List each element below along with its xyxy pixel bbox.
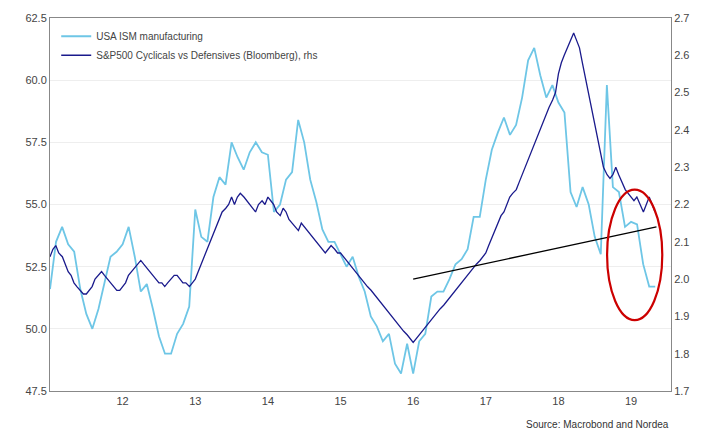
svg-text:2.0: 2.0 (674, 273, 689, 285)
svg-text:19: 19 (625, 395, 637, 407)
svg-text:52.5: 52.5 (25, 261, 46, 273)
svg-text:47.5: 47.5 (25, 385, 46, 397)
svg-text:2.1: 2.1 (674, 236, 689, 248)
svg-text:14: 14 (262, 395, 274, 407)
svg-text:15: 15 (334, 395, 346, 407)
svg-text:13: 13 (189, 395, 201, 407)
svg-text:Source: Macrobond and Nordea: Source: Macrobond and Nordea (526, 419, 669, 430)
svg-text:2.3: 2.3 (674, 161, 689, 173)
svg-text:2.7: 2.7 (674, 12, 689, 24)
svg-text:USA ISM manufacturing: USA ISM manufacturing (96, 31, 203, 42)
svg-text:2.2: 2.2 (674, 198, 689, 210)
svg-text:18: 18 (552, 395, 564, 407)
svg-text:1.9: 1.9 (674, 310, 689, 322)
svg-text:2.5: 2.5 (674, 86, 689, 98)
svg-text:2.4: 2.4 (674, 124, 689, 136)
svg-text:16: 16 (407, 395, 419, 407)
svg-text:1.8: 1.8 (674, 348, 689, 360)
svg-text:57.5: 57.5 (25, 136, 46, 148)
svg-text:17: 17 (480, 395, 492, 407)
svg-text:1.7: 1.7 (674, 385, 689, 397)
svg-text:60.0: 60.0 (25, 74, 46, 86)
svg-text:S&P500 Cyclicals vs Defensives: S&P500 Cyclicals vs Defensives (Bloomber… (96, 50, 317, 61)
svg-text:55.0: 55.0 (25, 198, 46, 210)
svg-text:2.6: 2.6 (674, 49, 689, 61)
svg-text:50.0: 50.0 (25, 323, 46, 335)
svg-text:62.5: 62.5 (25, 12, 46, 24)
svg-text:12: 12 (117, 395, 129, 407)
